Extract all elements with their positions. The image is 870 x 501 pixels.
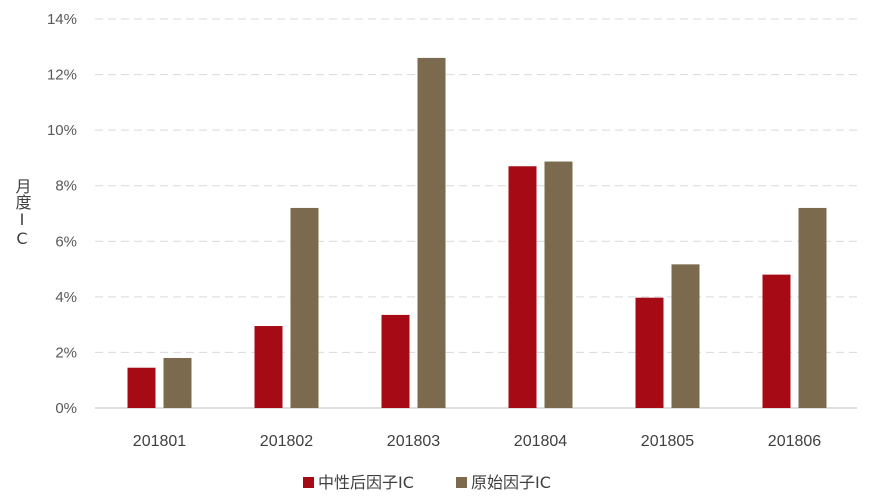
x-tick-label: 201801 [133,433,186,450]
legend-swatch [303,477,314,488]
x-tick-label: 201804 [514,433,567,450]
y-tick-label: 8% [55,178,77,195]
bar-raw-201805 [671,264,700,408]
legend: 中性后因子IC 原始因子IC [303,473,551,492]
gridlines [95,18,857,353]
legend-label: 原始因子IC [471,473,551,492]
x-axis: 201801 201802 201803 201804 201805 201806 [133,433,821,450]
bar-neutralized-201804 [508,166,537,408]
x-tick-label: 201805 [641,433,694,450]
bar-raw-201803 [417,57,446,409]
y-tick-label: 10% [47,122,77,139]
y-tick-label: 12% [47,67,77,84]
bar-neutralized-201805 [635,297,664,408]
bar-neutralized-201803 [381,314,410,408]
bar-neutralized-201806 [762,274,791,408]
x-tick-label: 201806 [768,433,821,450]
legend-label: 中性后因子IC [318,473,414,492]
bar-raw-201806 [798,207,827,408]
bar-raw-201801 [163,357,192,408]
y-tick-label: 14% [47,11,77,28]
y-tick-label: 6% [55,233,77,250]
bars [127,57,827,409]
y-tick-label: 0% [55,400,77,417]
y-axis: 0% 2% 4% 6% 8% 10% 12% 14% [47,11,77,417]
x-tick-label: 201802 [260,433,313,450]
bar-neutralized-201801 [127,367,156,408]
legend-swatch [456,477,467,488]
bar-raw-201804 [544,161,573,408]
x-tick-label: 201803 [387,433,440,450]
bar-neutralized-201802 [254,326,283,408]
y-axis-label: 月度IC [13,178,32,248]
y-tick-label: 2% [55,344,77,361]
y-tick-label: 4% [55,289,77,306]
bar-raw-201802 [290,207,319,408]
